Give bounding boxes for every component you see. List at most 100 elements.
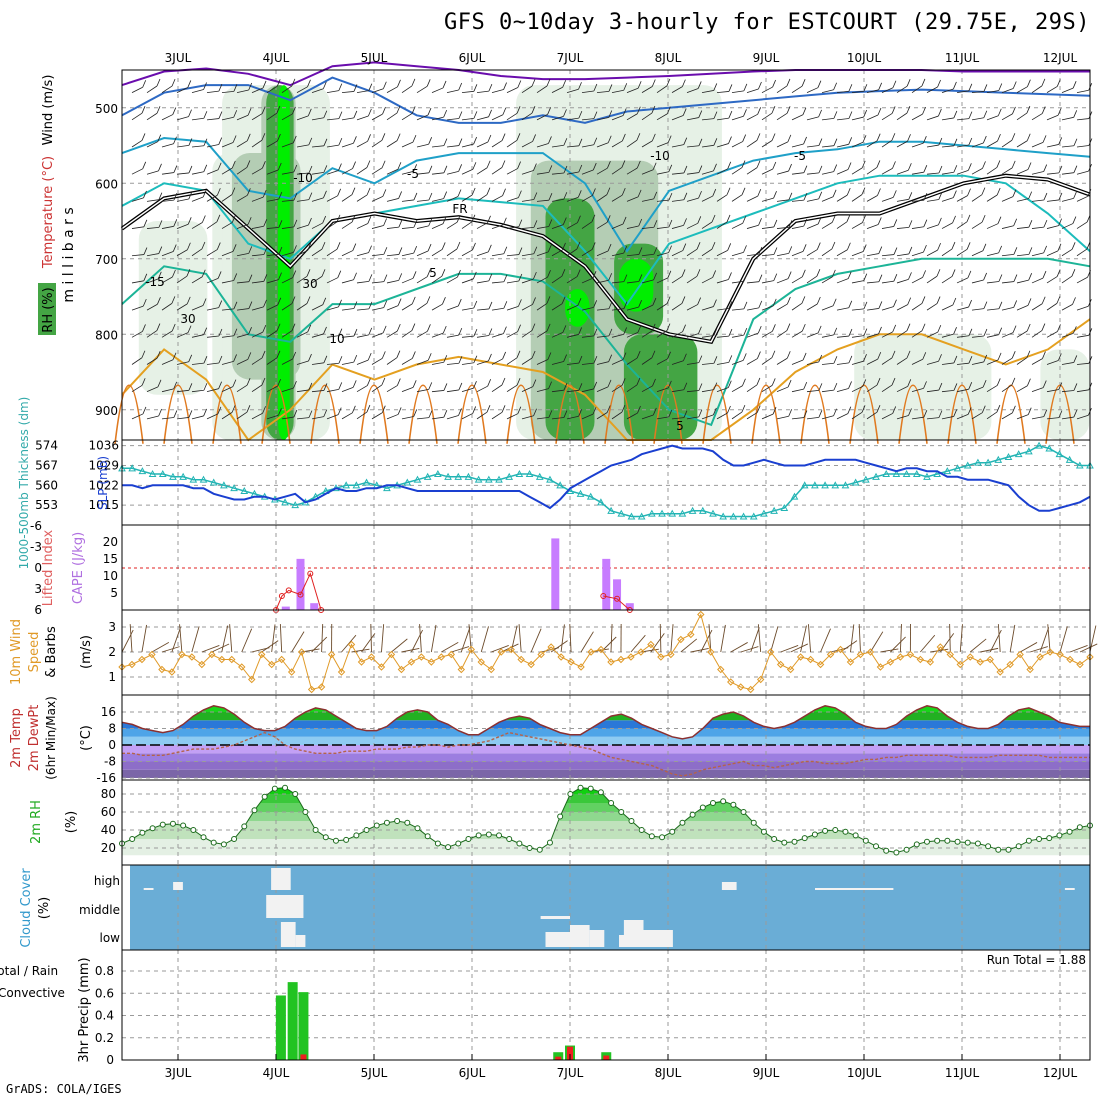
wind-barb	[836, 169, 849, 175]
warm-contour	[653, 384, 683, 444]
wind-barb	[836, 307, 849, 311]
thickness-marker	[698, 506, 707, 514]
wind-barb	[926, 303, 938, 311]
bottom-day-label: 10JUL	[847, 1066, 882, 1080]
wind-barb-flag	[891, 106, 896, 114]
wind-barb-flag	[802, 244, 807, 252]
thickness-marker	[800, 481, 809, 489]
cloud-ylabel-2: (%)	[37, 897, 52, 920]
wind-barb-flag	[502, 107, 507, 115]
wind-barb-flag	[458, 164, 463, 172]
thickness-marker	[362, 478, 371, 486]
wind-barb-flag	[458, 82, 463, 91]
wind-barb-flag	[982, 243, 987, 251]
thickness-marker	[1055, 450, 1064, 458]
wind-barb	[1016, 198, 1029, 202]
wind-barb	[551, 303, 563, 311]
wind-barb-flag	[712, 188, 717, 197]
wind-barb-flag	[937, 324, 942, 333]
wind-barb	[626, 113, 638, 121]
wind-barb	[791, 114, 804, 121]
rh-marker	[679, 819, 686, 826]
wind-barb-flag	[996, 378, 1001, 386]
wind-barb-flag	[801, 323, 806, 332]
wind-barb	[776, 113, 788, 121]
wind10-barb	[129, 624, 133, 653]
rh-marker	[760, 828, 767, 835]
wind-barb	[431, 172, 444, 175]
wind10-barb	[1079, 643, 1098, 653]
wind-barb	[611, 411, 623, 420]
temp-ylabel-4: (°C)	[79, 725, 94, 751]
rh-marker	[475, 832, 482, 839]
wind-barb	[1061, 145, 1074, 148]
wind-barb-flag	[907, 379, 912, 387]
wind-barb	[731, 280, 744, 284]
wind-barb-flag	[518, 190, 522, 198]
wind-barb-flag	[443, 410, 448, 418]
wind-barb	[221, 222, 233, 229]
rh-band	[122, 839, 1090, 856]
wind-barb	[896, 304, 908, 311]
wind-barb	[386, 168, 399, 175]
wind-barb	[251, 113, 263, 121]
wind-barb	[536, 388, 549, 393]
wind10-marker	[138, 655, 146, 664]
wind-barb	[776, 330, 788, 338]
wind-barb	[641, 86, 653, 93]
rh-ylabel-1: 2m RH	[29, 800, 44, 844]
wind-barb	[506, 331, 518, 338]
wind-barb	[836, 90, 849, 94]
wind-barb-flag	[606, 215, 611, 223]
wind-barb-flag	[457, 298, 462, 307]
wind-barb	[1061, 87, 1074, 94]
thickness-frame	[121, 439, 1091, 526]
wind-barb	[581, 335, 594, 338]
wind-barb-flag	[921, 296, 926, 304]
wind-barb	[1016, 330, 1028, 338]
thickness-marker	[821, 481, 829, 489]
wind-barb-flag	[892, 406, 897, 414]
wind-barb-flag	[547, 352, 552, 360]
wind-barb	[746, 281, 759, 284]
wind-barb	[461, 90, 474, 94]
wind-barb-flag	[1013, 247, 1018, 255]
wind-barb	[191, 334, 204, 338]
wind-barb-flag	[503, 82, 507, 90]
wind-barb-flag	[681, 296, 686, 304]
wind-barb-flag	[457, 189, 462, 197]
rh-band	[122, 812, 1090, 821]
wind-barb-flag	[983, 110, 988, 118]
wind-barb	[821, 334, 834, 338]
wind-barb	[311, 171, 324, 175]
slp-tick-label: 1029	[88, 459, 119, 473]
wind-barb-flag	[142, 298, 147, 307]
wind-barb-flag	[997, 216, 1002, 224]
wind-barb	[311, 276, 323, 284]
wind-barb	[896, 85, 908, 93]
wind-barb-flag	[546, 296, 551, 304]
pressure-tick-label: 900	[95, 404, 118, 418]
wind-barb	[1031, 387, 1044, 393]
thickness-marker	[138, 467, 147, 475]
wind-barb-flag	[308, 137, 313, 146]
temp-band	[122, 728, 1090, 737]
rh-marker	[434, 840, 441, 847]
wind-barb-flag	[248, 274, 253, 282]
wind-barb-flag	[502, 188, 506, 196]
wind-barb	[1061, 197, 1074, 202]
wind-barb-flag	[683, 192, 688, 200]
wind-barb-flag	[831, 269, 836, 278]
wind-barb	[686, 416, 699, 420]
wind-barb-flag	[621, 160, 626, 168]
wind-barb-flag	[231, 405, 236, 413]
wind-barb-flag	[967, 407, 972, 415]
wind-barb	[326, 277, 338, 284]
thickness-marker	[199, 475, 208, 483]
wind10-barb	[670, 624, 674, 653]
wind-barb-flag	[337, 188, 342, 196]
wind-barb	[371, 384, 383, 393]
wind-barb	[491, 358, 503, 365]
wind-barb	[551, 172, 564, 175]
wind10-barb	[151, 642, 170, 653]
